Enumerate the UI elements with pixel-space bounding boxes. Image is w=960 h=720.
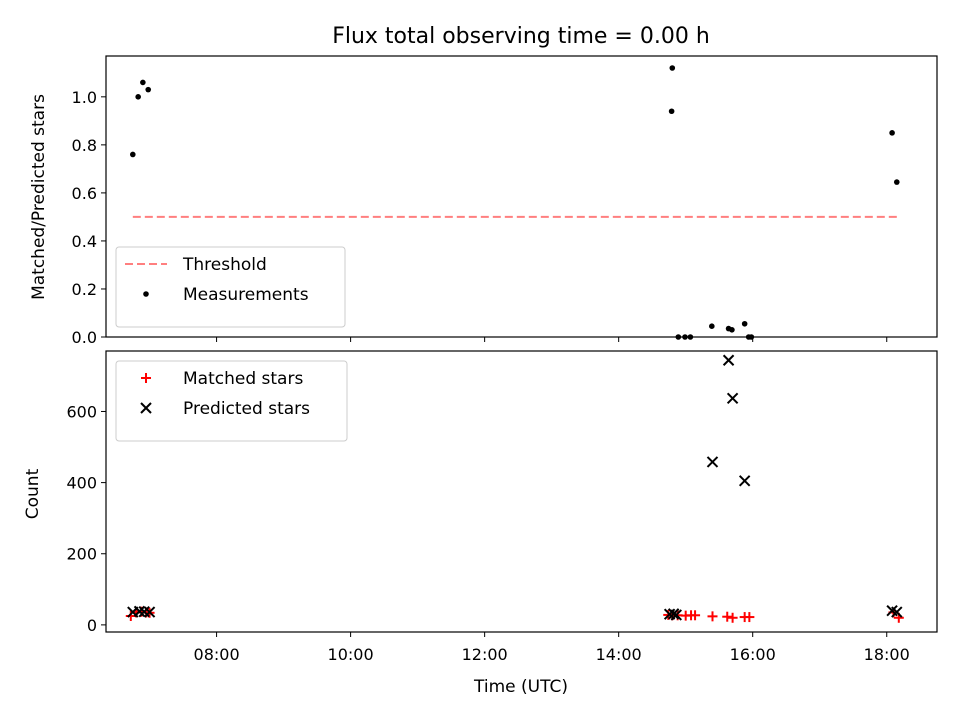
data-point-x-b	[891, 606, 903, 618]
plot-layer: 0.00.20.40.60.81.0ThresholdMeasurements0…	[66, 55, 938, 664]
y-tick-label: 0	[87, 616, 97, 635]
top-y-axis-label: Matched/Predicted stars	[29, 94, 49, 300]
data-point-x	[726, 392, 739, 405]
panel-1: 0 200 400 600 08:00 10:00 12:00 14:00 16:00 18:00…	[66, 350, 938, 664]
data-point-x-b	[133, 605, 146, 618]
data-point-x-b	[138, 606, 150, 618]
legend-swatch-b	[140, 402, 152, 414]
plot-frame	[105, 55, 938, 338]
x-tick-label: 18:00	[864, 645, 910, 664]
x-tick-label: 14:00	[596, 645, 642, 664]
data-point-plus	[125, 610, 136, 621]
y-tick-label: 0.2	[72, 280, 97, 299]
data-point-x-b	[738, 475, 751, 487]
data-point-x	[667, 608, 680, 620]
y-tick-label: 400	[66, 474, 97, 493]
x-tick-label: 12:00	[462, 645, 508, 664]
data-point-plus	[727, 612, 738, 623]
chart-title: Flux total observing time = 0.00 h	[332, 24, 710, 49]
data-point-x	[722, 354, 735, 366]
data-point-x-b	[667, 608, 680, 620]
bottom-y-axis-label: Count	[23, 468, 43, 519]
data-point-x-b	[886, 604, 898, 617]
y-tick-label: 0.6	[72, 184, 97, 203]
legend-label: Measurements	[183, 285, 309, 305]
legend-label: Predicted stars	[183, 399, 310, 419]
data-point-plus	[707, 611, 718, 622]
y-tick-label: 0.4	[72, 232, 97, 251]
legend-label: Threshold	[182, 255, 267, 275]
data-point-x-b	[726, 392, 739, 405]
data-point-dot	[668, 108, 675, 115]
data-point-dot	[889, 130, 895, 136]
data-point-x-b	[722, 354, 735, 366]
legend-box	[115, 246, 346, 328]
data-point-x-b	[670, 609, 683, 621]
x-tick-label: 16:00	[730, 645, 776, 664]
y-tick-label: 200	[66, 545, 97, 564]
y-tick-label: 0.0	[72, 328, 97, 347]
data-point-dot	[140, 79, 146, 86]
data-point-dot	[145, 86, 152, 93]
legend: Matched stars Predicted stars	[115, 360, 348, 442]
data-point-x	[738, 475, 751, 487]
legend-swatch	[141, 373, 151, 383]
plot-frame	[105, 350, 938, 633]
data-point-x	[670, 609, 683, 621]
x-axis-label: Time (UTC)	[473, 677, 568, 697]
data-point-x-b	[706, 456, 719, 468]
legend-swatch	[143, 291, 149, 297]
data-point-dot	[893, 179, 900, 185]
legend: Threshold Measurements	[115, 246, 346, 328]
legend-swatch	[140, 402, 152, 414]
data-point-plus	[722, 611, 733, 622]
data-point-dot	[729, 326, 735, 333]
panel-0: 0.0 0.2 0.4 0.6 0.8 1.0 Threshold Measurements	[72, 55, 938, 347]
legend-box	[115, 360, 348, 442]
x-tick-label: 08:00	[194, 645, 240, 664]
data-point-plus	[744, 612, 755, 623]
y-tick-label: 1.0	[72, 88, 97, 107]
y-tick-label: 0.8	[72, 136, 97, 155]
data-point-x	[891, 606, 903, 618]
data-point-dot	[669, 65, 676, 71]
data-point-x	[706, 456, 719, 468]
legend-label: Matched stars	[183, 369, 303, 389]
data-point-x	[133, 605, 146, 618]
data-point-dot	[135, 94, 141, 100]
data-point-x-b	[143, 606, 156, 618]
data-point-dot	[709, 323, 715, 329]
data-point-x	[143, 606, 156, 618]
data-point-dot	[741, 320, 748, 327]
data-point-dot	[130, 151, 136, 158]
data-point-plus	[690, 610, 701, 621]
y-tick-label: 600	[66, 402, 97, 421]
x-tick-label: 10:00	[328, 645, 374, 664]
